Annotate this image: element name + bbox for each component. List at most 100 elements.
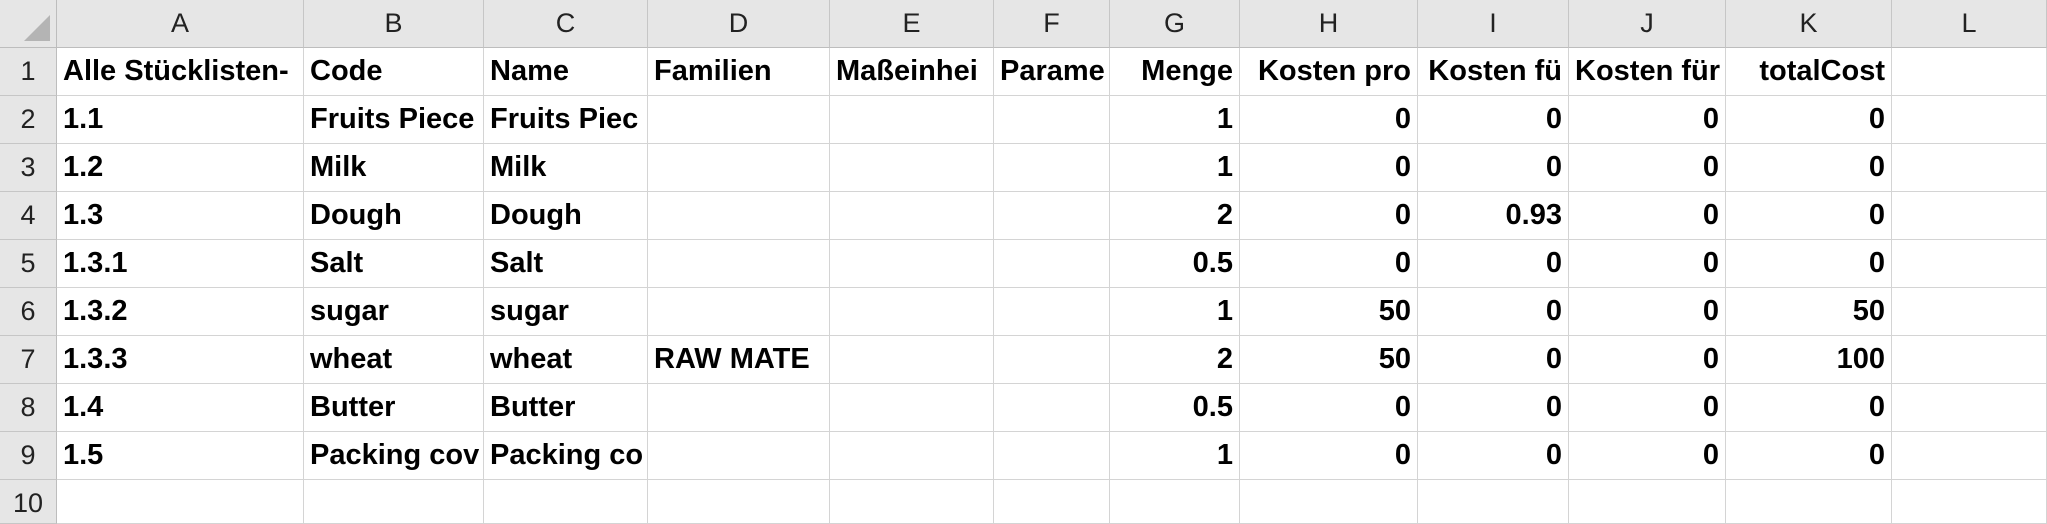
cell-h8[interactable]: 0 [1240,384,1418,432]
cell-a7[interactable]: 1.3.3 [57,336,304,384]
cell-h7[interactable]: 50 [1240,336,1418,384]
cell-j1[interactable]: Kosten für [1569,48,1726,96]
cell-b2[interactable]: Fruits Piece [304,96,484,144]
cell-c9[interactable]: Packing co [484,432,648,480]
cell-f6[interactable] [994,288,1110,336]
cell-l10[interactable] [1892,480,2047,524]
cell-j2[interactable]: 0 [1569,96,1726,144]
cell-f3[interactable] [994,144,1110,192]
cell-c8[interactable]: Butter [484,384,648,432]
cell-d6[interactable] [648,288,830,336]
cell-e9[interactable] [830,432,994,480]
cell-f9[interactable] [994,432,1110,480]
cell-j9[interactable]: 0 [1569,432,1726,480]
row-header-3[interactable]: 3 [0,144,57,192]
cell-g10[interactable] [1110,480,1240,524]
row-header-10[interactable]: 10 [0,480,57,524]
cell-a9[interactable]: 1.5 [57,432,304,480]
cell-g9[interactable]: 1 [1110,432,1240,480]
row-header-6[interactable]: 6 [0,288,57,336]
cell-e2[interactable] [830,96,994,144]
cell-g3[interactable]: 1 [1110,144,1240,192]
column-header-d[interactable]: D [648,0,830,48]
cell-j3[interactable]: 0 [1569,144,1726,192]
cell-k3[interactable]: 0 [1726,144,1892,192]
cell-e7[interactable] [830,336,994,384]
cell-f8[interactable] [994,384,1110,432]
cell-i8[interactable]: 0 [1418,384,1569,432]
cell-l9[interactable] [1892,432,2047,480]
cell-i4[interactable]: 0.93 [1418,192,1569,240]
cell-g7[interactable]: 2 [1110,336,1240,384]
cell-g4[interactable]: 2 [1110,192,1240,240]
cell-k1[interactable]: totalCost [1726,48,1892,96]
cell-h6[interactable]: 50 [1240,288,1418,336]
cell-l4[interactable] [1892,192,2047,240]
cell-i6[interactable]: 0 [1418,288,1569,336]
cell-k6[interactable]: 50 [1726,288,1892,336]
column-header-c[interactable]: C [484,0,648,48]
row-header-2[interactable]: 2 [0,96,57,144]
row-header-7[interactable]: 7 [0,336,57,384]
cell-b1[interactable]: Code [304,48,484,96]
cell-j5[interactable]: 0 [1569,240,1726,288]
cell-b9[interactable]: Packing cov [304,432,484,480]
cell-e8[interactable] [830,384,994,432]
column-header-a[interactable]: A [57,0,304,48]
cell-j10[interactable] [1569,480,1726,524]
cell-b4[interactable]: Dough [304,192,484,240]
cell-i5[interactable]: 0 [1418,240,1569,288]
cell-g1[interactable]: Menge [1110,48,1240,96]
cell-e6[interactable] [830,288,994,336]
cell-b3[interactable]: Milk [304,144,484,192]
cell-j8[interactable]: 0 [1569,384,1726,432]
cell-d2[interactable] [648,96,830,144]
column-header-h[interactable]: H [1240,0,1418,48]
cell-i9[interactable]: 0 [1418,432,1569,480]
cell-b10[interactable] [304,480,484,524]
cell-d4[interactable] [648,192,830,240]
cell-l2[interactable] [1892,96,2047,144]
cell-k2[interactable]: 0 [1726,96,1892,144]
cell-d7[interactable]: RAW MATE [648,336,830,384]
column-header-j[interactable]: J [1569,0,1726,48]
cell-h9[interactable]: 0 [1240,432,1418,480]
cell-b6[interactable]: sugar [304,288,484,336]
cell-a5[interactable]: 1.3.1 [57,240,304,288]
cell-k7[interactable]: 100 [1726,336,1892,384]
cell-c1[interactable]: Name [484,48,648,96]
cell-c6[interactable]: sugar [484,288,648,336]
column-header-i[interactable]: I [1418,0,1569,48]
cell-h5[interactable]: 0 [1240,240,1418,288]
cell-c2[interactable]: Fruits Piec [484,96,648,144]
cell-a2[interactable]: 1.1 [57,96,304,144]
column-header-f[interactable]: F [994,0,1110,48]
select-all-corner[interactable] [0,0,57,48]
cell-e4[interactable] [830,192,994,240]
cell-e1[interactable]: Maßeinhei [830,48,994,96]
column-header-b[interactable]: B [304,0,484,48]
cell-f10[interactable] [994,480,1110,524]
cell-d9[interactable] [648,432,830,480]
cell-k5[interactable]: 0 [1726,240,1892,288]
cell-l3[interactable] [1892,144,2047,192]
cell-g8[interactable]: 0.5 [1110,384,1240,432]
row-header-8[interactable]: 8 [0,384,57,432]
cell-d8[interactable] [648,384,830,432]
cell-i10[interactable] [1418,480,1569,524]
cell-l5[interactable] [1892,240,2047,288]
cell-e5[interactable] [830,240,994,288]
column-header-e[interactable]: E [830,0,994,48]
cell-a6[interactable]: 1.3.2 [57,288,304,336]
cell-e10[interactable] [830,480,994,524]
cell-b8[interactable]: Butter [304,384,484,432]
cell-l6[interactable] [1892,288,2047,336]
cell-f7[interactable] [994,336,1110,384]
row-header-9[interactable]: 9 [0,432,57,480]
cell-a10[interactable] [57,480,304,524]
cell-f1[interactable]: Parame [994,48,1110,96]
cell-b5[interactable]: Salt [304,240,484,288]
cell-h1[interactable]: Kosten pro [1240,48,1418,96]
cell-d1[interactable]: Familien [648,48,830,96]
cell-l1[interactable] [1892,48,2047,96]
